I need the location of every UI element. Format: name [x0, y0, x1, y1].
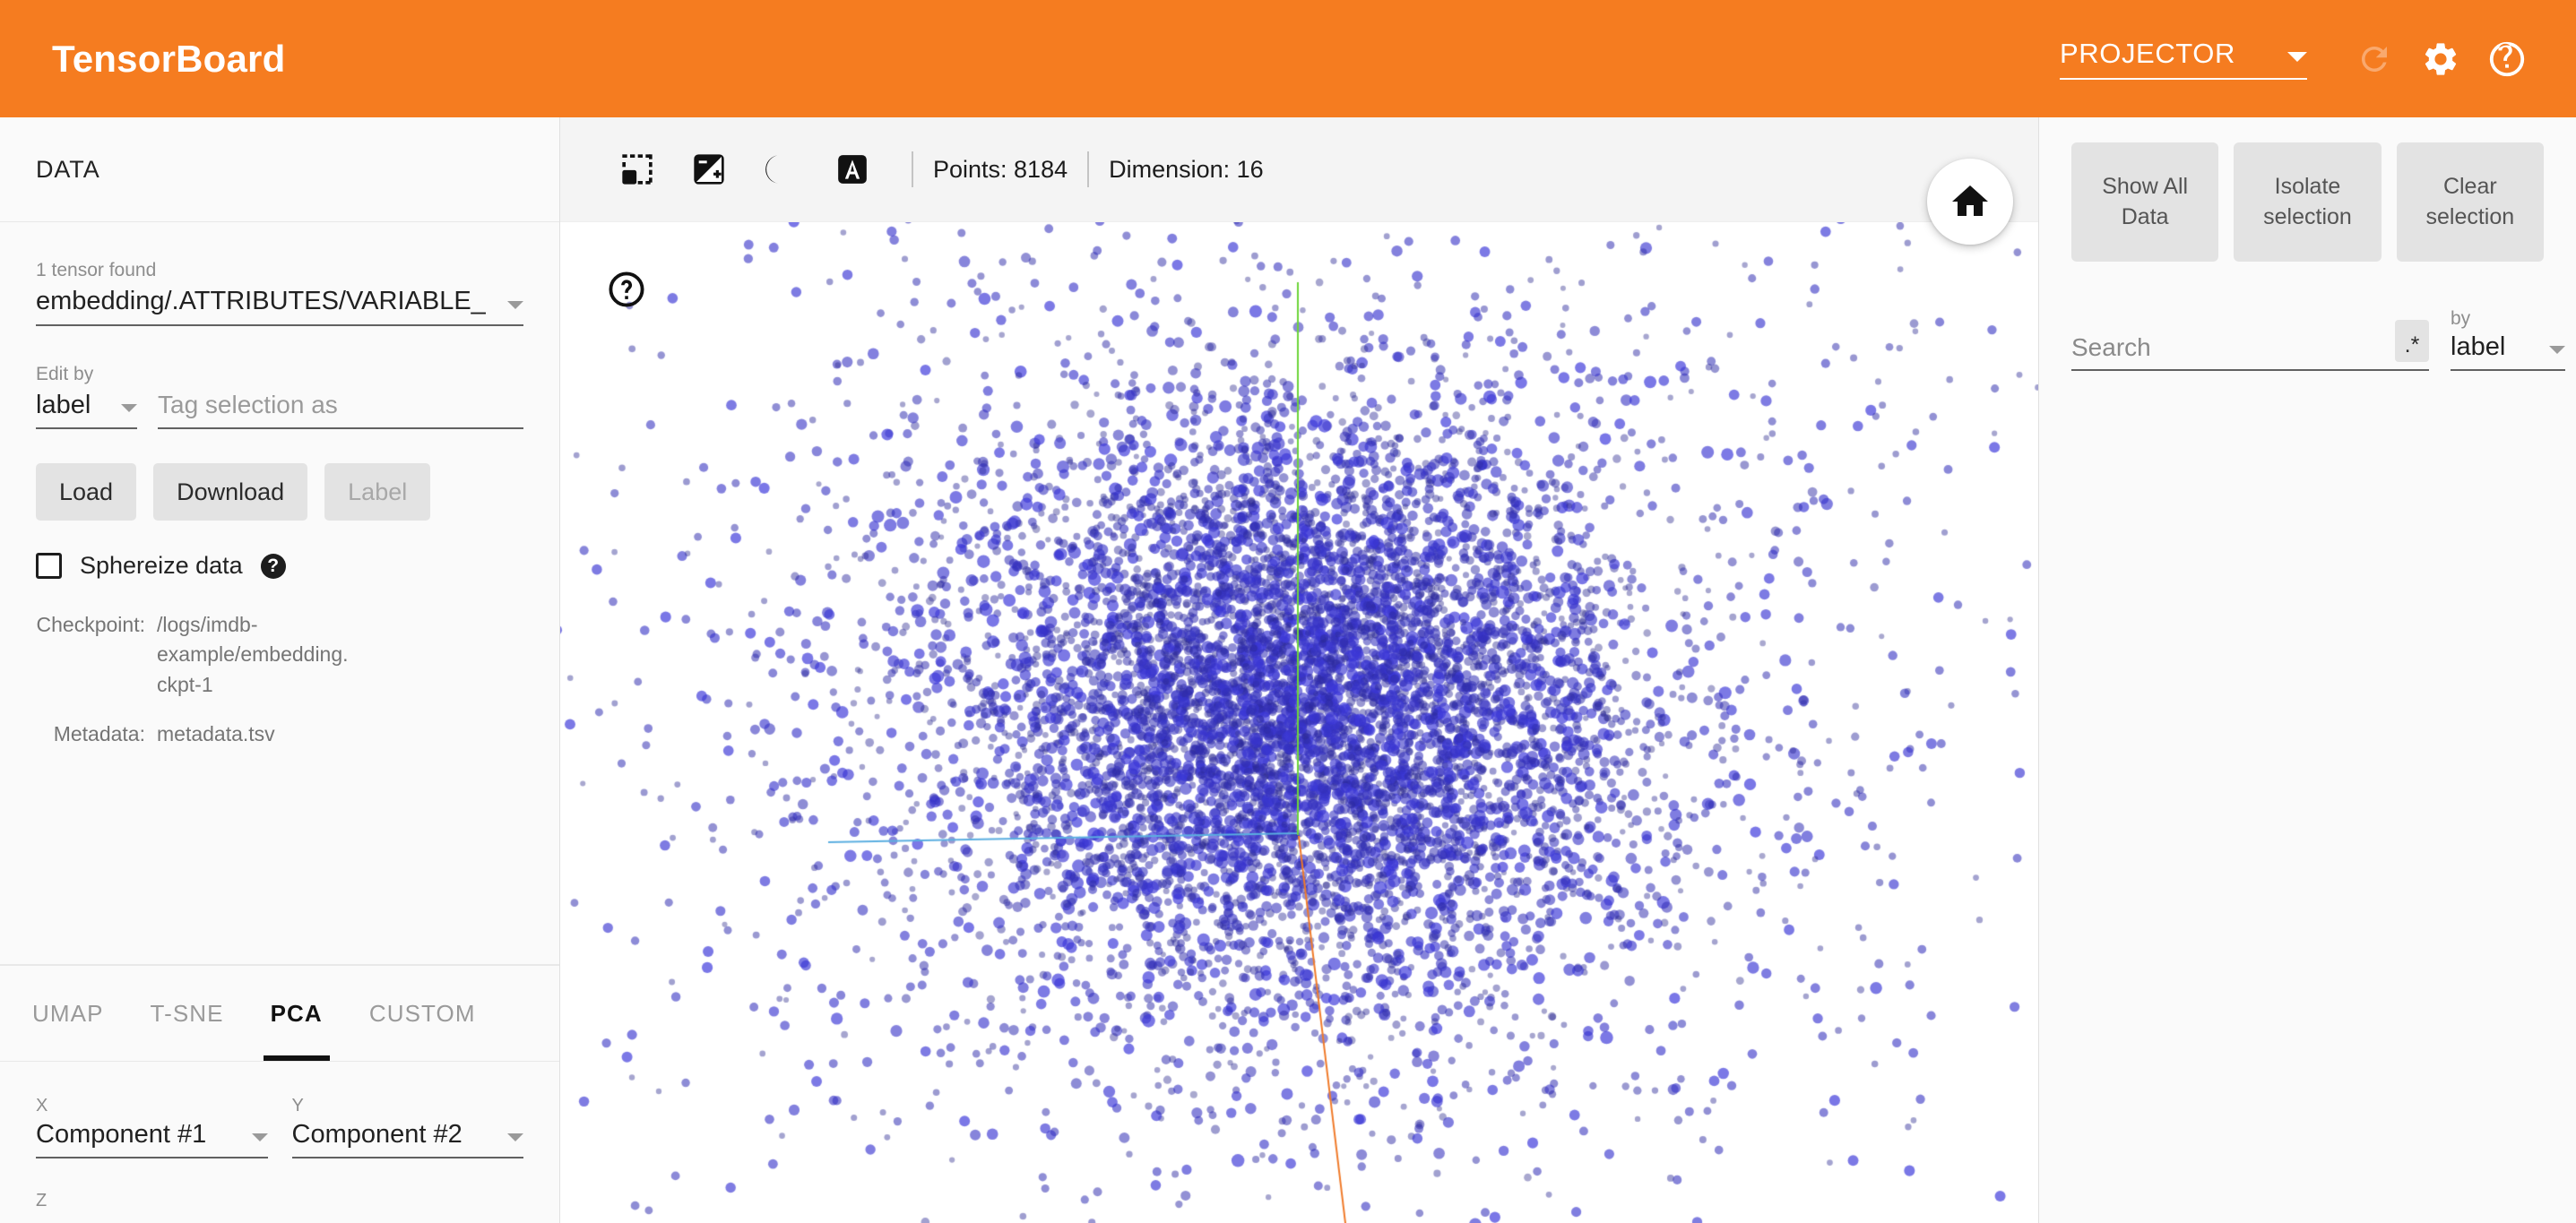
sphereize-label: Sphereize data [80, 552, 243, 580]
search-by-selector[interactable]: label [2451, 332, 2565, 372]
tab-tsne[interactable]: T-SNE [150, 999, 224, 1027]
chevron-down-icon [507, 300, 523, 309]
pca-x-selector[interactable]: Component #1 [36, 1120, 268, 1159]
meta-row: Metadata: metadata.tsv [36, 719, 523, 749]
edit-by-selector[interactable]: label [36, 390, 137, 430]
scatter-plot-canvas[interactable] [560, 222, 2038, 1223]
data-sidebar: DATA 1 tensor found embedding/.ATTRIBUTE… [0, 117, 560, 1223]
search-box: .* [2071, 320, 2429, 372]
chevron-down-icon [2549, 346, 2565, 355]
pca-x-value: Component #1 [36, 1120, 207, 1149]
download-button[interactable]: Download [153, 463, 308, 521]
pca-y-label: Y [291, 1096, 304, 1115]
chevron-down-icon [507, 1133, 523, 1142]
main-row: DATA 1 tensor found embedding/.ATTRIBUTE… [0, 117, 2576, 1223]
data-panel-header: DATA [0, 117, 559, 222]
checkpoint-key: Checkpoint: [36, 613, 145, 637]
chevron-down-icon [121, 404, 137, 413]
label-button[interactable]: Label [324, 463, 431, 521]
night-mode-icon [765, 155, 782, 184]
isolate-selection-button[interactable]: Isolate selection [2234, 142, 2382, 262]
plot-help-button[interactable] [607, 270, 646, 314]
selection-panel: Show All Data Isolate selection Clear se… [2038, 117, 2576, 1223]
reset-view-button[interactable] [1927, 159, 2013, 245]
data-action-buttons: Load Download Label [36, 463, 523, 521]
plugin-selector[interactable]: PROJECTOR [2059, 38, 2307, 80]
help-icon [2489, 41, 2525, 76]
checkpoint-meta: Checkpoint: /logs/imdb-example/embedding… [36, 610, 523, 749]
search-by-label: by [2451, 308, 2471, 329]
sphereize-checkbox[interactable] [36, 553, 62, 580]
clear-selection-button[interactable]: Clear selection [2396, 142, 2544, 262]
sphereize-help-icon[interactable]: ? [260, 553, 286, 579]
search-row: .* by label [2071, 308, 2565, 372]
selection-action-buttons: Show All Data Isolate selection Clear se… [2071, 142, 2544, 262]
search-by-group: by label [2451, 308, 2565, 372]
projector-toolbar: Points: 8184 Dimension: 16 [560, 117, 2038, 222]
tag-selection-input[interactable] [158, 391, 523, 430]
pca-y-group: Y Component #2 [291, 1062, 523, 1159]
projection-tabs: UMAP T-SNE PCA CUSTOM [0, 966, 559, 1062]
help-button[interactable] [2474, 26, 2540, 92]
pca-params: X Component #1 Y Component #2 [0, 1062, 559, 1223]
plugin-selector-value: PROJECTOR [2059, 38, 2235, 69]
projection-plot-area[interactable] [560, 222, 2038, 1223]
refresh-icon [2361, 46, 2387, 72]
chevron-down-icon [2287, 52, 2307, 62]
checkpoint-value: /logs/imdb-example/embedding.ckpt-1 [157, 613, 349, 696]
load-button[interactable]: Load [36, 463, 137, 521]
night-mode-button[interactable] [748, 137, 813, 202]
tab-pca[interactable]: PCA [247, 966, 346, 1061]
edit-by-group: Edit by label [36, 326, 137, 430]
dimension-count: Dimension: 16 [1109, 155, 1264, 183]
regex-toggle-button[interactable]: .* [2395, 320, 2429, 363]
pca-x-group: X Component #1 [36, 1062, 268, 1159]
tab-umap[interactable]: UMAP [32, 999, 104, 1027]
select-box-button[interactable] [605, 137, 670, 202]
points-count: Points: 8184 [933, 155, 1068, 183]
metadata-key: Metadata: [53, 722, 145, 746]
pca-x-label: X [36, 1096, 48, 1115]
projection-tabs-wrap: UMAP T-SNE PCA CUSTOM X Component #1 [0, 965, 559, 1223]
chevron-down-icon [251, 1133, 268, 1142]
top-bar-actions: PROJECTOR [2059, 26, 2540, 92]
pca-xy-row: X Component #1 Y Component #2 [36, 1062, 523, 1159]
edit-by-row: Edit by label [36, 326, 523, 430]
app-brand-title: TensorBoard [52, 37, 286, 80]
edit-by-label: Edit by [36, 363, 94, 384]
data-panel-title: DATA [36, 155, 100, 183]
meta-row: Checkpoint: /logs/imdb-example/embedding… [36, 610, 523, 700]
settings-button[interactable] [2407, 26, 2474, 92]
tag-selection-group [158, 391, 523, 430]
gear-icon [2425, 42, 2457, 75]
select-box-icon [622, 154, 653, 185]
data-panel-body: 1 tensor found embedding/.ATTRIBUTES/VAR… [0, 222, 559, 965]
search-input[interactable] [2071, 333, 2395, 363]
show-all-data-button[interactable]: Show All Data [2071, 142, 2219, 262]
home-icon [1952, 185, 1988, 216]
labels-button[interactable] [820, 137, 885, 202]
refresh-button[interactable] [2341, 26, 2407, 92]
brightness-contrast-button[interactable] [677, 137, 741, 202]
tab-custom[interactable]: CUSTOM [368, 999, 476, 1027]
brightness-contrast-icon [694, 154, 724, 185]
tensor-found-label: 1 tensor found [36, 260, 157, 280]
tensor-selector[interactable]: embedding/.ATTRIBUTES/VARIABLE_ [36, 287, 523, 326]
sphereize-row: Sphereize data ? [36, 552, 523, 580]
top-app-bar: TensorBoard PROJECTOR [0, 0, 2576, 117]
pca-y-value: Component #2 [291, 1120, 462, 1149]
metadata-value: metadata.tsv [157, 722, 275, 746]
labels-icon [838, 155, 867, 184]
toolbar-divider [912, 151, 913, 187]
pca-y-selector[interactable]: Component #2 [291, 1120, 523, 1159]
tensor-selector-value: embedding/.ATTRIBUTES/VARIABLE_ [36, 287, 486, 316]
pca-z-label: Z [36, 1191, 48, 1211]
toolbar-divider [1087, 151, 1090, 187]
help-circle-icon [609, 271, 644, 307]
search-by-value: label [2451, 332, 2506, 361]
edit-by-value: label [36, 390, 91, 419]
projector-center: Points: 8184 Dimension: 16 [560, 117, 2038, 1223]
